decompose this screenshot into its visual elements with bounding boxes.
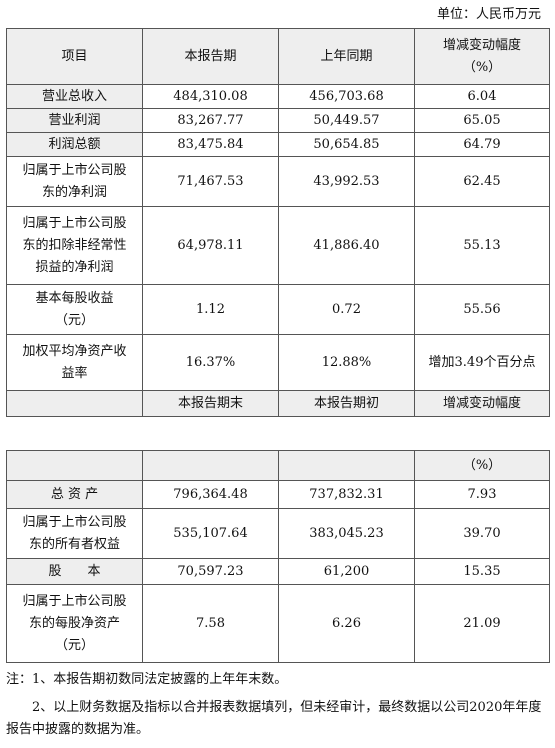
row-label-line: 东的扣除非经常性 xyxy=(22,237,127,253)
subheader-blank xyxy=(6,390,143,417)
row-change: 55.56 xyxy=(414,284,550,335)
row-period-end: 535,107.64 xyxy=(142,508,279,559)
row-label-line: 东的所有者权益 xyxy=(28,536,120,552)
row-current: 16.37% xyxy=(142,334,279,391)
row-prior: 50,654.85 xyxy=(278,132,415,157)
row-current: 64,978.11 xyxy=(142,206,279,285)
row-current: 83,475.84 xyxy=(142,132,279,157)
main-indicators-table: 项目 本报告期 上年同期 增减变动幅度 （%） 营业总收入 484,310.08… xyxy=(6,28,550,417)
subheader-period-begin: 本报告期初 xyxy=(278,390,415,417)
row-prior: 41,886.40 xyxy=(278,206,415,285)
header-item: 项目 xyxy=(6,28,143,85)
row-change: 39.70 xyxy=(414,508,550,559)
row-period-end: 796,364.48 xyxy=(142,480,279,509)
header-change-label: 增减变动幅度 xyxy=(442,37,521,53)
row-prior: 43,992.53 xyxy=(278,156,415,207)
header-blank xyxy=(278,450,415,481)
row-change: 21.09 xyxy=(414,584,550,663)
row-label-line: 归属于上市公司股 xyxy=(22,162,127,178)
table-row: 归属于上市公司股 东的每股净资产 （元） 7.58 6.26 21.09 xyxy=(6,584,550,663)
table-row: 总 资 产 796,364.48 737,832.31 7.93 xyxy=(6,480,550,509)
row-label: 归属于上市公司股 东的扣除非经常性 损益的净利润 xyxy=(6,206,143,285)
table-row: 利润总额 83,475.84 50,654.85 64.79 xyxy=(6,132,550,157)
row-current: 484,310.08 xyxy=(142,84,279,109)
row-label: 股 本 xyxy=(6,558,143,585)
table-row: 营业总收入 484,310.08 456,703.68 6.04 xyxy=(6,84,550,109)
header-change: 增减变动幅度 （%） xyxy=(414,28,550,85)
table-row: 归属于上市公司股 东的净利润 71,467.53 43,992.53 62.45 xyxy=(6,156,550,207)
row-prior: 12.88% xyxy=(278,334,415,391)
row-current: 1.12 xyxy=(142,284,279,335)
table-row: 股 本 70,597.23 61,200 15.35 xyxy=(6,558,550,585)
row-label-line: 东的净利润 xyxy=(41,184,107,200)
row-label-line: 归属于上市公司股 xyxy=(22,593,127,609)
header-prior-period: 上年同期 xyxy=(278,28,415,85)
row-change: 15.35 xyxy=(414,558,550,585)
row-current: 71,467.53 xyxy=(142,156,279,207)
header-blank xyxy=(6,450,143,481)
row-label-line: 东的每股净资产 xyxy=(28,615,120,631)
row-label-line: 加权平均净资产收 xyxy=(22,343,127,359)
row-period-end: 70,597.23 xyxy=(142,558,279,585)
table-row: 加权平均净资产收 益率 16.37% 12.88% 增加3.49个百分点 xyxy=(6,334,550,391)
row-period-begin: 383,045.23 xyxy=(278,508,415,559)
row-change: 7.93 xyxy=(414,480,550,509)
balance-indicators-table: （%） 总 资 产 796,364.48 737,832.31 7.93 归属于… xyxy=(6,450,550,663)
row-label-line: 益率 xyxy=(61,365,88,381)
row-label: 基本每股收益 （元） xyxy=(6,284,143,335)
header-current-period: 本报告期 xyxy=(142,28,279,85)
row-period-begin: 6.26 xyxy=(278,584,415,663)
row-change: 64.79 xyxy=(414,132,550,157)
row-label-line: 归属于上市公司股 xyxy=(22,215,127,231)
row-label: 归属于上市公司股 东的所有者权益 xyxy=(6,508,143,559)
row-label: 归属于上市公司股 东的净利润 xyxy=(6,156,143,207)
note-1: 注：1、本报告期初数同法定披露的上年年末数。 xyxy=(6,672,288,687)
period-subheader-row: 本报告期末 本报告期初 增减变动幅度 xyxy=(6,390,550,417)
row-change: 增加3.49个百分点 xyxy=(414,334,550,391)
row-prior: 0.72 xyxy=(278,284,415,335)
row-prior: 50,449.57 xyxy=(278,108,415,133)
unit-label: 单位：人民币万元 xyxy=(436,7,541,22)
subheader-period-end: 本报告期末 xyxy=(142,390,279,417)
row-change: 6.04 xyxy=(414,84,550,109)
header-blank xyxy=(142,450,279,481)
row-label-line: 归属于上市公司股 xyxy=(22,514,127,530)
row-prior: 456,703.68 xyxy=(278,84,415,109)
table-row: 基本每股收益 （元） 1.12 0.72 55.56 xyxy=(6,284,550,335)
row-change: 62.45 xyxy=(414,156,550,207)
table-row: 归属于上市公司股 东的扣除非经常性 损益的净利润 64,978.11 41,88… xyxy=(6,206,550,285)
header-change-unit: （%） xyxy=(414,450,550,481)
row-label: 总 资 产 xyxy=(6,480,143,509)
note-2: 2、以上财务数据及指标以合并报表数据填列，但未经审计，最终数据以公司2020年年… xyxy=(6,700,542,737)
table-header-row: （%） xyxy=(6,450,550,481)
row-label-line: 损益的净利润 xyxy=(35,259,114,275)
table-row: 归属于上市公司股 东的所有者权益 535,107.64 383,045.23 3… xyxy=(6,508,550,559)
row-label: 营业利润 xyxy=(6,108,143,133)
row-current: 83,267.77 xyxy=(142,108,279,133)
row-label: 加权平均净资产收 益率 xyxy=(6,334,143,391)
row-period-begin: 61,200 xyxy=(278,558,415,585)
row-period-end: 7.58 xyxy=(142,584,279,663)
row-label: 利润总额 xyxy=(6,132,143,157)
row-change: 55.13 xyxy=(414,206,550,285)
subheader-change: 增减变动幅度 xyxy=(414,390,550,417)
table-header-row: 项目 本报告期 上年同期 增减变动幅度 （%） xyxy=(6,28,550,85)
row-period-begin: 737,832.31 xyxy=(278,480,415,509)
row-label-line: （元） xyxy=(54,312,94,328)
header-change-unit: （%） xyxy=(462,59,502,75)
row-label-line: （元） xyxy=(54,637,94,653)
table-row: 营业利润 83,267.77 50,449.57 65.05 xyxy=(6,108,550,133)
row-label-line: 基本每股收益 xyxy=(35,290,114,306)
row-label: 归属于上市公司股 东的每股净资产 （元） xyxy=(6,584,143,663)
row-label: 营业总收入 xyxy=(6,84,143,109)
row-change: 65.05 xyxy=(414,108,550,133)
